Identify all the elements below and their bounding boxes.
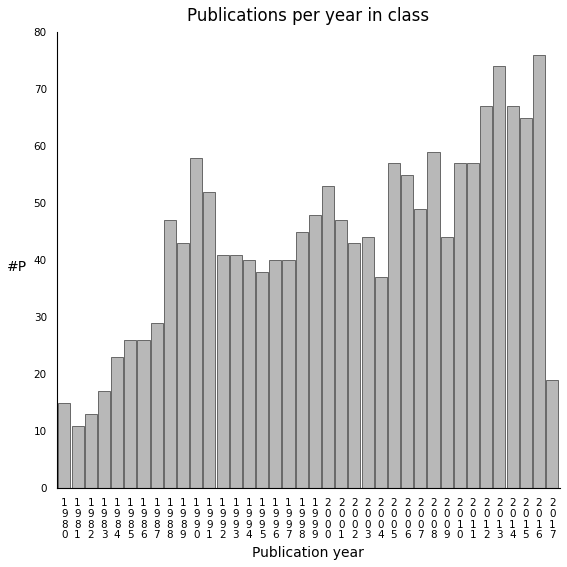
Bar [243,260,255,488]
Bar [230,255,242,488]
Bar [269,260,281,488]
Bar [348,243,361,488]
Bar [388,163,400,488]
Bar [401,175,413,488]
Y-axis label: #P: #P [7,260,27,274]
Bar [335,221,348,488]
Bar [375,277,387,488]
Bar [217,255,229,488]
Bar [295,232,308,488]
Bar [71,426,84,488]
Bar [204,192,215,488]
X-axis label: Publication year: Publication year [252,546,364,560]
Bar [454,163,466,488]
Bar [137,340,150,488]
Bar [322,186,334,488]
Bar [533,55,545,488]
Bar [428,152,439,488]
Bar [124,340,137,488]
Bar [493,66,506,488]
Bar [151,323,163,488]
Bar [309,214,321,488]
Bar [177,243,189,488]
Bar [506,106,519,488]
Bar [84,414,97,488]
Bar [256,272,268,488]
Bar [467,163,479,488]
Bar [520,117,532,488]
Bar [98,391,110,488]
Title: Publications per year in class: Publications per year in class [187,7,429,25]
Bar [362,238,374,488]
Bar [282,260,295,488]
Bar [414,209,426,488]
Bar [190,158,202,488]
Bar [58,403,70,488]
Bar [441,238,453,488]
Bar [111,357,123,488]
Bar [164,221,176,488]
Bar [546,380,558,488]
Bar [480,106,492,488]
